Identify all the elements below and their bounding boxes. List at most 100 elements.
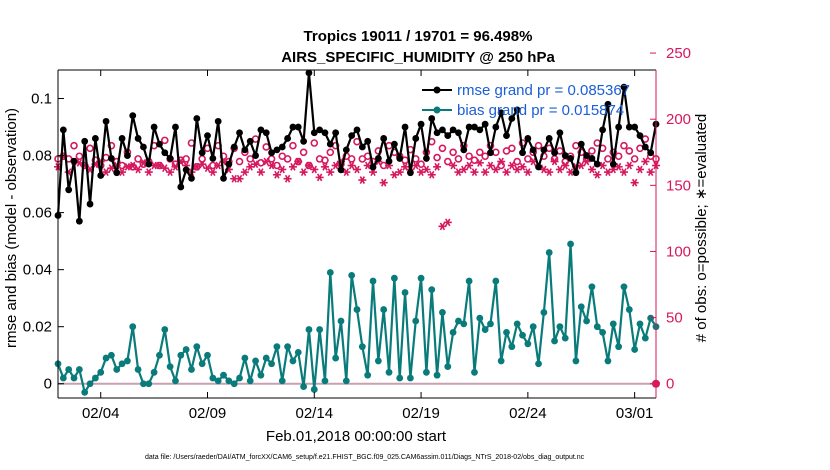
obs-evaluated-point [422,165,431,174]
bias-point [241,354,249,362]
bias-point [166,363,174,371]
y-right-tick-label: 50 [666,310,683,327]
obs-evaluated-point [427,170,436,179]
obs-evaluated-point [550,157,559,166]
obs-evaluated-point [267,161,276,170]
legend-bias-marker [433,106,441,114]
obs-evaluated-point [454,168,463,177]
bias-point [70,374,78,382]
obs-evaluated-point [123,162,132,171]
asterisk-stroke [103,168,109,177]
asterisk-stroke [343,168,350,177]
bias-point [535,360,542,368]
asterisk-stroke [108,164,115,173]
obs-possible-point [443,157,452,166]
obs-evaluated-point [134,165,143,174]
bias-point [156,351,163,359]
asterisk-stroke [402,162,408,171]
bias-point [497,357,505,365]
asterisk-stroke [354,165,360,174]
bias-point [439,309,446,316]
bias-point [300,383,308,390]
bias-point [204,351,211,359]
obs-possible-point [620,141,628,150]
obs-evaluated-point [166,168,175,177]
obs-possible-point [299,148,308,157]
rmse-point [246,137,254,145]
bias-point [455,317,462,325]
bias-point [374,357,382,365]
obs-evaluated-point [619,168,628,177]
bias-point [433,371,441,379]
rmse-point [332,129,340,137]
y-tick-label: 0.06 [23,205,52,222]
bias-point [401,289,409,296]
obs-evaluated-point [155,161,164,170]
rmse-point [529,146,537,154]
bias-point [540,309,548,316]
asterisk-stroke [236,174,243,183]
rmse-point [439,126,446,134]
bias-point [353,306,361,313]
bias-point [107,351,115,359]
bias-point [145,380,153,388]
rmse-point [588,155,596,162]
bias-point [636,320,644,328]
x-tick-label: 03/01 [616,405,654,422]
rmse-point [561,152,569,159]
rmse-point [380,135,388,142]
rmse-point [241,146,249,154]
obs-evaluated-point [198,160,207,169]
bias-point [583,317,590,325]
axes-layer [57,52,657,399]
asterisk-stroke [332,161,339,170]
obs-possible-point [476,148,484,157]
asterisk-stroke [599,161,606,170]
obs-evaluated-point [577,161,586,170]
rmse-point [214,117,222,125]
asterisk-stroke [477,158,483,167]
bias-point [75,366,83,373]
obs-evaluated-point [347,161,356,170]
rmse-point [65,186,73,194]
y-tick-label: 0.04 [23,262,52,279]
rmse-point [460,146,468,154]
asterisk-stroke [487,161,494,170]
bias-point [449,329,457,336]
obs-possible-point [630,155,639,163]
obs-possible-point [454,155,463,163]
rmse-point [396,155,404,162]
obs-evaluated-point [272,170,281,179]
rmse-point [220,174,227,182]
asterisk-stroke [204,164,211,173]
asterisk-stroke [439,222,446,231]
rmse-point [620,83,628,91]
obs-evaluated-point [342,168,351,177]
bias-point [369,277,377,285]
bias-point [556,323,564,331]
rmse-point [113,169,121,177]
asterisk-stroke [76,158,83,167]
rmse-point [284,135,291,142]
obs-evaluated-point [513,165,522,174]
asterisk-stroke [162,164,168,173]
y-right-tick-label: 150 [666,177,691,194]
rmse-point [118,135,126,142]
obs-possible-point [75,152,84,161]
rmse-point [412,135,420,142]
obs-evaluated-point [449,161,458,170]
obs-evaluated-point [497,157,506,166]
asterisk-stroke [247,162,253,171]
bias-point [513,320,521,328]
bias-point [460,320,468,328]
asterisk-stroke [562,161,568,170]
obs-evaluated-point [459,165,468,174]
rmse-point [305,69,313,77]
asterisk-stroke [551,157,558,166]
bias-point [198,360,206,368]
bias-point [252,357,259,365]
y-right-tick-label: 100 [666,243,691,260]
obs-evaluated-point [128,161,137,170]
obs-evaluated-point [278,165,287,174]
obs-possible-point [508,144,516,153]
